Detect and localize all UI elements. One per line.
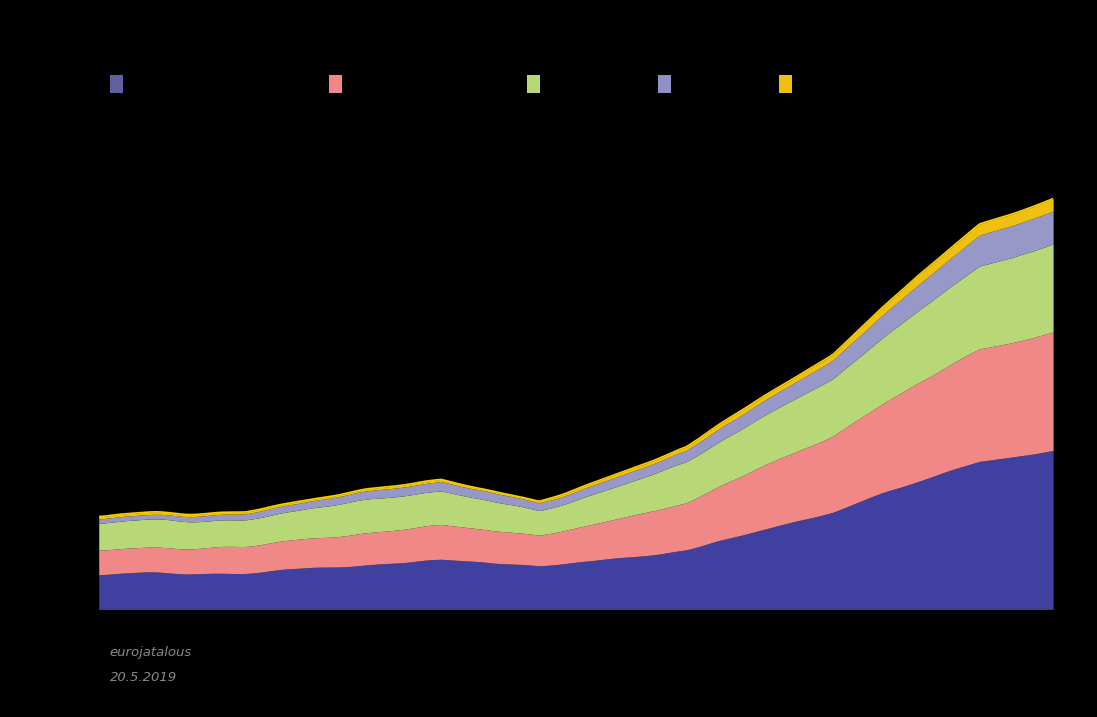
Text: eurojatalous: eurojatalous — [110, 646, 192, 659]
Text: 20.5.2019: 20.5.2019 — [110, 671, 177, 684]
